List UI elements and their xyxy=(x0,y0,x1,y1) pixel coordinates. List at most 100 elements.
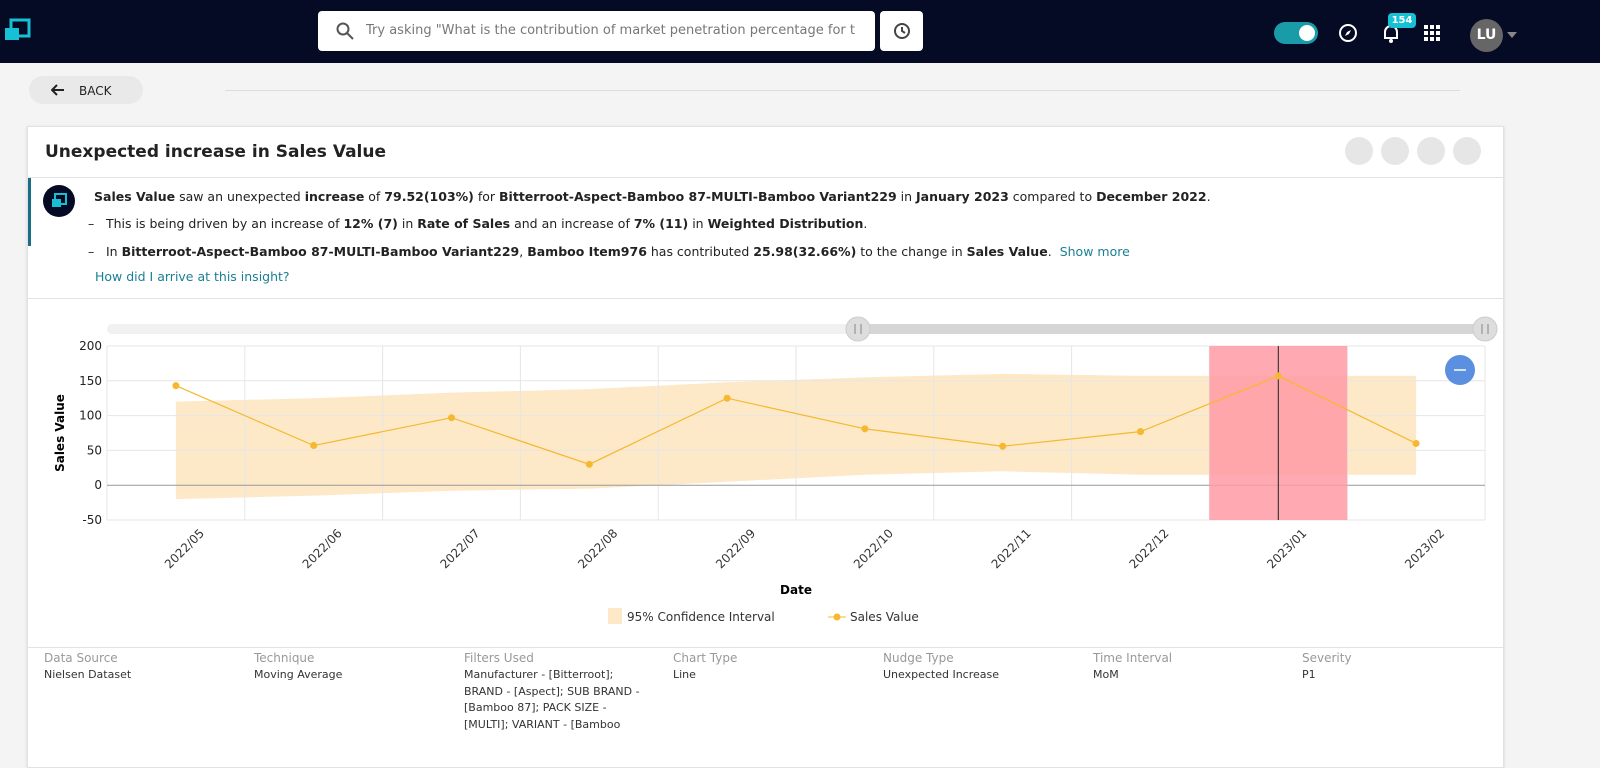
x-tick-label: 2022/12 xyxy=(1126,526,1171,571)
detail-value: Manufacturer - [Bitterroot]; BRAND - [As… xyxy=(464,668,640,731)
x-tick-label: 2022/05 xyxy=(162,526,207,571)
separator xyxy=(28,177,1503,178)
slider-grips xyxy=(854,324,1489,334)
y-tick-label: 0 xyxy=(94,478,102,492)
insight-line: – This is being driven by an increase of … xyxy=(88,216,868,231)
bullet: – xyxy=(88,244,95,259)
back-label: BACK xyxy=(79,84,112,98)
toggle[interactable] xyxy=(1274,22,1318,44)
insight-text: Bitterroot-Aspect-Bamboo 87-MULTI-Bamboo… xyxy=(121,244,520,259)
x-tick-label: 2022/08 xyxy=(575,526,620,571)
point xyxy=(861,425,869,433)
x-tick-label: 2023/01 xyxy=(1264,526,1309,571)
x-tick-label: 2022/10 xyxy=(851,526,896,571)
insight-text: for xyxy=(473,189,500,204)
legend-dot xyxy=(833,613,841,621)
insight-text: and an increase of xyxy=(510,216,634,231)
insight-text: to the change in xyxy=(856,244,967,259)
insight-text: in xyxy=(397,216,418,231)
search-placeholder: Try asking "What is the contribution of … xyxy=(366,23,856,38)
insight-text: Sales Value xyxy=(94,189,176,204)
legend-label: 95% Confidence Interval xyxy=(627,610,775,624)
y-tick-label: 200 xyxy=(79,339,102,353)
add-button[interactable] xyxy=(1345,137,1373,165)
apps-icon[interactable] xyxy=(1424,25,1440,41)
detail-label: Filters Used xyxy=(464,651,534,665)
insight-text: Rate of Sales xyxy=(417,216,511,231)
search-icon xyxy=(336,22,354,40)
back-arrow xyxy=(51,84,64,96)
x-tick-label: 2022/11 xyxy=(989,526,1034,571)
slider-handle[interactable] xyxy=(1472,316,1498,342)
insight-accent xyxy=(28,178,31,246)
insight-text: January 2023 xyxy=(916,189,1009,204)
insight-text: in xyxy=(688,216,708,231)
point xyxy=(585,460,593,468)
point xyxy=(1137,428,1144,436)
expand-button[interactable] xyxy=(1453,137,1481,165)
legend-label: Sales Value xyxy=(850,610,919,624)
point xyxy=(999,442,1007,450)
slider-handle[interactable] xyxy=(845,316,871,342)
show-more[interactable]: Show more xyxy=(1059,244,1130,259)
point xyxy=(1274,372,1282,380)
line xyxy=(175,375,1417,465)
search-box[interactable]: Try asking "What is the contribution of … xyxy=(318,11,875,51)
chart-type-button[interactable] xyxy=(1417,137,1445,165)
point xyxy=(310,442,318,450)
logo xyxy=(5,18,31,40)
insight-line: Sales Value saw an unexpected increase o… xyxy=(94,189,1211,204)
insight-line: – In Bitterroot-Aspect-Bamboo 87-MULTI-Ba… xyxy=(88,244,1130,259)
insight-text: compared to xyxy=(1008,189,1097,204)
detail-value: P1 xyxy=(1302,668,1316,681)
detail-label: Time Interval xyxy=(1093,651,1173,665)
insight-text: This is being driven by an increase of xyxy=(106,216,344,231)
insight-text: December 2022 xyxy=(1096,189,1207,204)
x-tick-label: 2022/09 xyxy=(713,526,758,571)
insight-text: Bamboo Item976 xyxy=(527,244,647,259)
detail-label: Nudge Type xyxy=(883,651,954,665)
x-tick-label: 2022/07 xyxy=(437,526,482,571)
point xyxy=(172,382,180,390)
point xyxy=(448,414,455,422)
separator xyxy=(28,647,1503,648)
x-tick-label: 2023/02 xyxy=(1402,526,1447,571)
legend-swatch xyxy=(608,608,622,624)
insight-text: Bitterroot-Aspect-Bamboo 87-MULTI-Bamboo… xyxy=(499,189,897,204)
notification-badge: 154 xyxy=(1388,13,1416,28)
card-title: Unexpected increase in Sales Value xyxy=(45,142,386,162)
detail-label: Chart Type xyxy=(673,651,738,665)
insight-text: 79.52(103%) xyxy=(384,189,474,204)
divider xyxy=(225,90,1460,91)
explain-link[interactable]: How did I arrive at this insight? xyxy=(95,269,290,284)
insight-text: of xyxy=(364,189,385,204)
insight-text: has contributed xyxy=(646,244,754,259)
insight-text: Sales Value xyxy=(966,244,1048,259)
detail-label: Severity xyxy=(1302,651,1352,665)
history-icon xyxy=(894,23,910,39)
y-tick-label: 100 xyxy=(79,409,102,423)
insight-text: . xyxy=(863,216,868,231)
insight-text: 25.98(32.66%) xyxy=(753,244,857,259)
detail-value: Line xyxy=(673,668,696,681)
separator xyxy=(28,298,1503,299)
y-axis-label: Sales Value xyxy=(53,394,67,472)
detail-value: Nielsen Dataset xyxy=(44,668,132,681)
history-button[interactable] xyxy=(880,11,923,51)
avatar-caret[interactable] xyxy=(1507,32,1517,38)
explore-icon[interactable] xyxy=(1337,22,1359,44)
y-tick-label: -50 xyxy=(82,513,102,527)
insight-logo xyxy=(43,185,75,217)
insight-text: . xyxy=(1047,244,1052,259)
detail-value: Unexpected Increase xyxy=(883,668,1000,681)
avatar[interactable]: LU xyxy=(1470,19,1503,52)
top-nav: Try asking "What is the contribution of … xyxy=(0,0,1600,63)
x-tick-label: 2022/06 xyxy=(300,526,345,571)
insight-text: In xyxy=(106,244,122,259)
download-button[interactable] xyxy=(1381,137,1409,165)
insight-text: in xyxy=(896,189,917,204)
back-button[interactable]: BACK xyxy=(29,76,143,104)
insight-text: 12% (7) xyxy=(343,216,398,231)
slider-range[interactable] xyxy=(858,324,1485,334)
